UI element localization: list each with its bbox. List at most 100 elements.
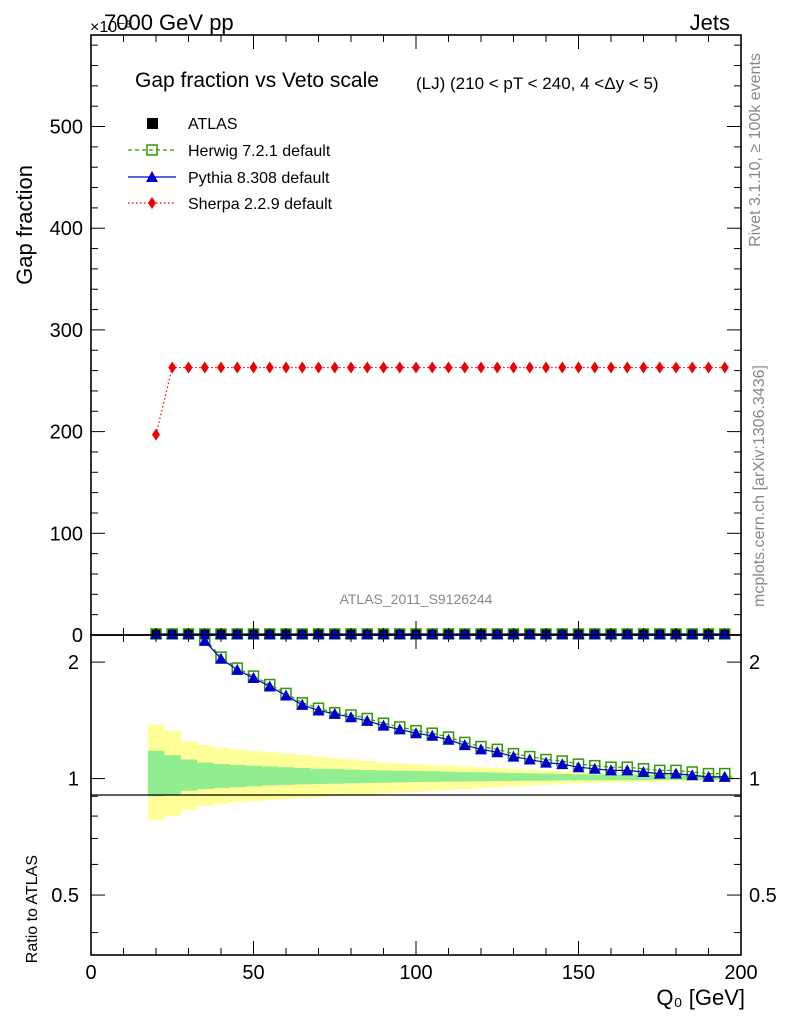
upper-ylabel: Gap fraction — [12, 165, 37, 285]
band-stat — [505, 772, 523, 781]
upper-point-sherpa — [363, 361, 372, 374]
upper-point-sherpa — [672, 361, 680, 374]
plot-title: Gap fraction vs Veto scale — [135, 69, 379, 92]
band-stat — [245, 765, 263, 787]
band-stat — [294, 767, 311, 785]
upper-point-sherpa — [525, 361, 534, 374]
upper-ytick-label: 300 — [50, 320, 83, 342]
ratio-point-pythia — [345, 711, 357, 723]
legend-marker-sherpa — [148, 197, 156, 209]
ratio-point-pythia — [458, 739, 471, 751]
band-stat — [456, 771, 474, 782]
upper-point-pythia — [588, 627, 601, 639]
upper-point-sherpa — [444, 361, 453, 374]
band-stat — [359, 770, 376, 784]
upper-ytick-label: 500 — [50, 117, 83, 139]
legend-entry-sherpa: Sherpa 2.2.9 default — [128, 196, 333, 213]
band-stat — [407, 771, 425, 782]
upper-ytick-label: 100 — [50, 523, 83, 545]
upper-point-pythia — [523, 627, 536, 639]
ratio-point-pythia — [410, 727, 422, 739]
upper-point-pythia — [198, 627, 211, 639]
ratio-point-pythia — [507, 750, 520, 762]
upper-point-pythia — [166, 627, 179, 639]
ratio-series — [198, 635, 731, 782]
ratio-point-pythia — [540, 756, 552, 768]
band-stat — [147, 750, 165, 797]
band-stat — [164, 755, 181, 795]
upper-line-sherpa — [155, 366, 725, 435]
upper-point-sherpa — [493, 361, 502, 374]
ratio-point-pythia — [442, 733, 455, 745]
xtick-label: 150 — [562, 962, 595, 984]
lower-ytick-label-right: 0.5 — [749, 885, 777, 907]
upper-point-pythia — [491, 627, 504, 639]
lower-ytick-label: 0.5 — [51, 885, 79, 907]
ratio-point-pythia — [198, 635, 211, 646]
band-stat — [310, 768, 328, 785]
ratio-point-pythia — [556, 758, 569, 770]
upper-point-sherpa — [623, 361, 632, 374]
upper-point-pythia — [458, 627, 471, 639]
ratio-point-pythia — [475, 743, 487, 755]
lower-ytick-label: 2 — [68, 652, 79, 674]
ratio-point-pythia — [621, 764, 634, 776]
ratio-point-pythia — [588, 762, 601, 774]
xtick-label: 50 — [242, 962, 264, 984]
upper-point-sherpa — [477, 361, 485, 374]
upper-point-sherpa — [639, 361, 648, 374]
ratio-point-pythia — [312, 704, 325, 716]
upper-point-sherpa — [298, 361, 307, 374]
upper-point-sherpa — [655, 361, 664, 374]
upper-point-sherpa — [168, 361, 177, 374]
upper-panel: 0 100 200 300 400 500 — [50, 34, 742, 647]
upper-point-sherpa — [558, 361, 567, 374]
ratio-point-pythia — [670, 767, 682, 779]
band-stat — [521, 773, 539, 781]
lower-ticks: 0.5 0.5 1 1 2 2 0 50 100 150 200 — [51, 635, 777, 984]
mcplots-label: mcplots.cern.ch [arXiv:1306.3436] — [751, 365, 768, 607]
upper-point-sherpa — [542, 361, 550, 374]
upper-point-sherpa — [607, 361, 615, 374]
upper-point-pythia — [556, 627, 569, 639]
upper-point-pythia — [328, 627, 341, 639]
lower-marks — [198, 635, 731, 782]
x-axis-label: Q₀ [GeV] — [656, 985, 745, 1010]
upper-point-sherpa — [265, 361, 274, 374]
band-stat — [635, 774, 653, 780]
band-stat — [212, 764, 230, 789]
band-stat — [180, 759, 198, 791]
upper-point-pythia — [621, 627, 634, 639]
legend-entry-pythia: Pythia 8.308 default — [128, 170, 330, 187]
upper-point-sherpa — [460, 361, 469, 374]
band-stat — [472, 772, 490, 782]
legend: ATLAS Herwig 7.2.1 default Pythia 8.308 … — [128, 116, 333, 213]
ratio-point-pythia — [377, 719, 390, 731]
rivet-label: Rivet 3.1.10, ≥ 100k events — [747, 53, 764, 247]
legend-entry-atlas: ATLAS — [147, 116, 238, 133]
upper-point-pythia — [718, 627, 731, 639]
ratio-point-pythia — [247, 671, 260, 683]
ratio-point-pythia — [263, 680, 276, 692]
upper-point-sherpa — [688, 361, 697, 374]
band-stat — [440, 771, 458, 782]
upper-point-sherpa — [428, 361, 437, 374]
legend-entry-herwig: Herwig 7.2.1 default — [128, 143, 331, 160]
upper-point-sherpa — [720, 361, 729, 374]
band-stat — [586, 774, 604, 781]
upper-point-pythia — [263, 627, 276, 639]
analysis-id: ATLAS_2011_S9126244 — [340, 591, 493, 607]
ratio-point-pythia — [572, 761, 585, 773]
legend-marker-herwig — [146, 144, 158, 156]
ratio-line-herwig — [204, 638, 725, 775]
upper-point-pythia — [393, 627, 406, 639]
plot-subtitle: (LJ) (210 < pT < 240, 4 <Δy < 5) — [416, 74, 659, 93]
legend-marker-atlas — [147, 118, 158, 129]
ratio-point-pythia — [653, 767, 666, 779]
band-stat — [619, 774, 636, 781]
legend-label-herwig: Herwig 7.2.1 default — [188, 143, 331, 160]
energy-label: 7000 GeV pp — [104, 10, 234, 35]
xtick-label: 0 — [85, 962, 96, 984]
upper-ytick-label: 0 — [72, 625, 83, 647]
upper-point-sherpa — [233, 361, 242, 374]
